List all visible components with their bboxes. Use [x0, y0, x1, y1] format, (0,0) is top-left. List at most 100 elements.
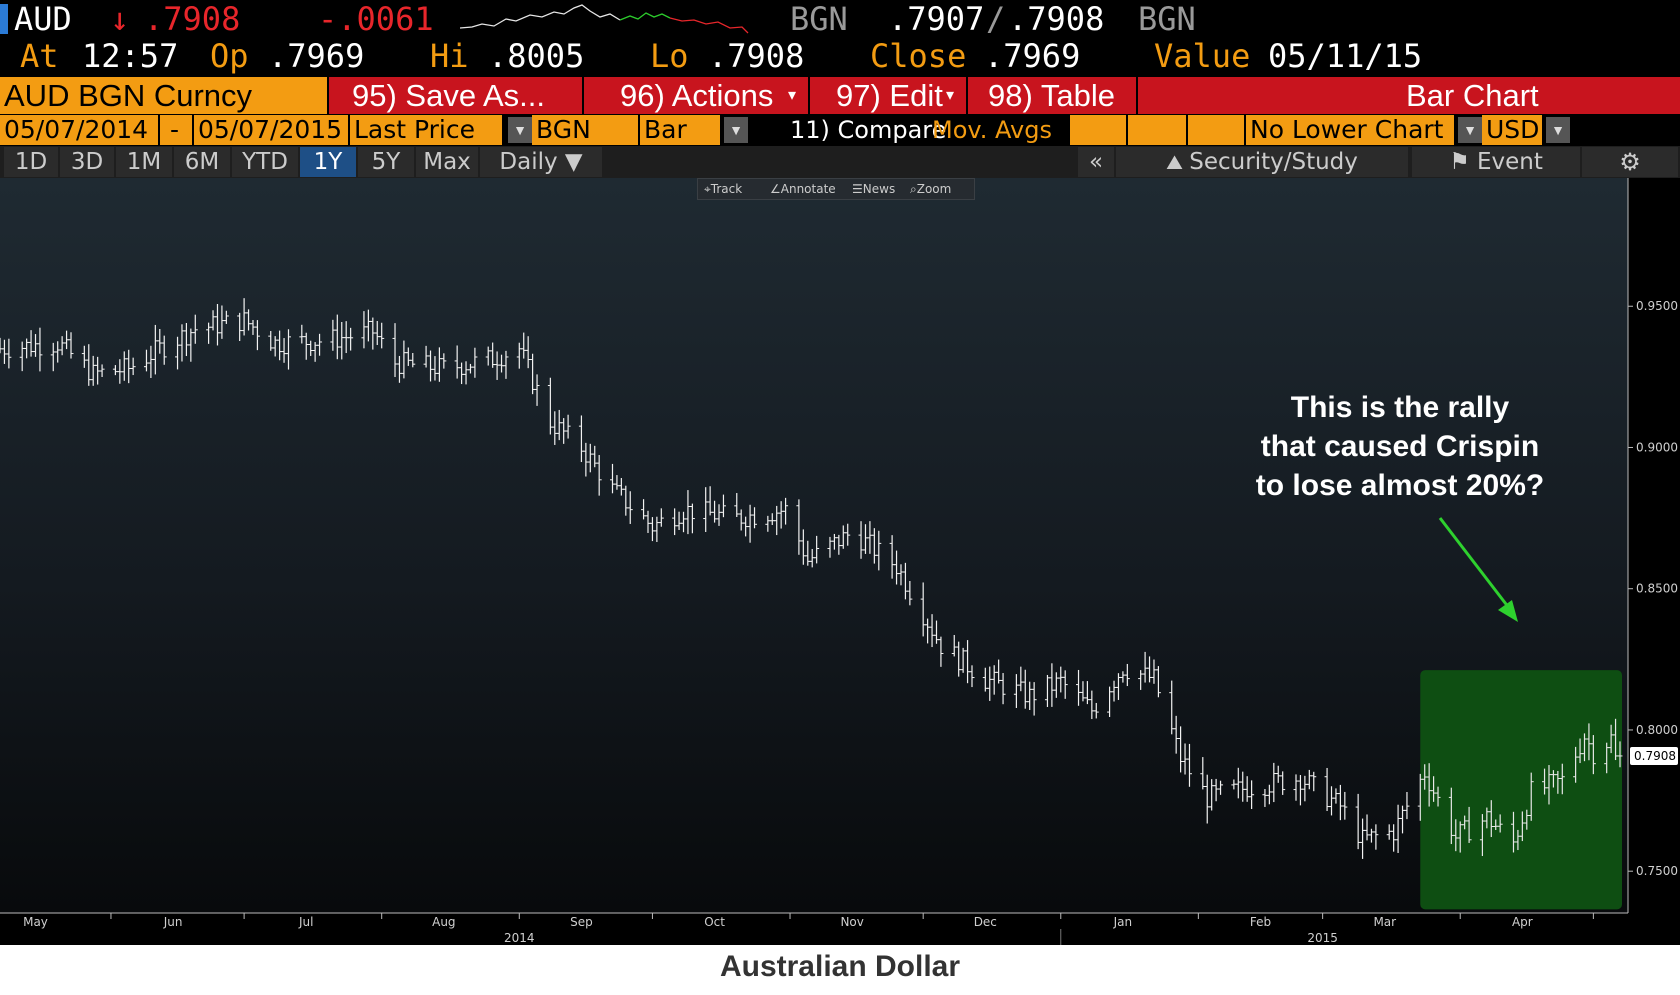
- end-date-field[interactable]: 05/07/2015: [194, 115, 348, 145]
- zoom-label: Zoom: [916, 182, 952, 196]
- bar-chart: 0.9500 0.9000 0.8500 0.8000 0.7500 0.7908 May J…: [0, 178, 1680, 945]
- frequency-dropdown[interactable]: Daily ▼: [480, 147, 602, 177]
- x-month-label: Jun: [163, 915, 183, 929]
- last-price-tag: [1630, 746, 1678, 765]
- field-bar: 05/07/2014 - 05/07/2015 Last Price ▼ BGN…: [0, 115, 1680, 145]
- event-button[interactable]: ⚑ Event: [1412, 147, 1580, 177]
- down-arrow-icon: ↓: [110, 0, 130, 38]
- track-label: Track: [710, 182, 743, 196]
- currency-dropdown-icon[interactable]: ▼: [1546, 117, 1570, 143]
- menu-bar: AUD BGN Curncy 95) Save As... 96) Action…: [0, 77, 1680, 114]
- security-name[interactable]: AUD BGN Curncy: [0, 77, 327, 114]
- actions-dropdown-icon[interactable]: ▾: [788, 87, 797, 104]
- x-year-label: 2015: [1307, 931, 1338, 945]
- tab-1d[interactable]: 1D: [4, 147, 58, 177]
- tab-1m[interactable]: 1M: [116, 147, 172, 177]
- annotate-label: Annotate: [780, 182, 836, 196]
- y-tick-label: 0.9000: [1636, 440, 1678, 454]
- high-label: Hi: [430, 37, 469, 75]
- edit-dropdown-icon[interactable]: ▾: [946, 87, 955, 104]
- start-date-field[interactable]: 05/07/2014: [0, 115, 158, 145]
- tab-ytd[interactable]: YTD: [232, 147, 298, 177]
- actions-button[interactable]: 96) Actions: [620, 78, 774, 113]
- zoom-tool[interactable]: ⌕ Zoom: [910, 179, 951, 199]
- event-label: Event: [1477, 149, 1543, 175]
- x-month-label: Apr: [1512, 915, 1533, 929]
- divider: [1136, 77, 1138, 114]
- news-tool[interactable]: ☰ News: [852, 179, 895, 199]
- edit-button[interactable]: 97) Edit: [836, 78, 943, 113]
- x-month-label: Feb: [1250, 915, 1271, 929]
- table-button[interactable]: 98) Table: [988, 78, 1115, 113]
- mov-avgs-button[interactable]: Mov. Avgs: [932, 116, 1052, 144]
- period-bar: 1D 3D 1M 6M YTD 1Y 5Y Max Daily ▼ « ⛰ Se…: [0, 146, 1680, 178]
- plot-area: [0, 178, 1628, 913]
- last-price-label: 0.7908: [1634, 749, 1676, 763]
- chart-toolbar: ⌖ Track ∠ Annotate ☰ News ⌕ Zoom: [697, 178, 975, 200]
- high-value: .8005: [488, 37, 585, 75]
- y-tick-label: 0.9500: [1636, 299, 1678, 313]
- x-month-label: Nov: [840, 915, 863, 929]
- security-study-button[interactable]: ⛰ Security/Study: [1116, 147, 1408, 177]
- collapse-button[interactable]: «: [1078, 147, 1114, 177]
- bid-price: .7907: [888, 0, 985, 38]
- blank-field[interactable]: [1128, 115, 1186, 145]
- chart-type-field[interactable]: Bar: [640, 115, 720, 145]
- save-as-button[interactable]: 95) Save As...: [352, 78, 545, 113]
- close-value: .7969: [984, 37, 1081, 75]
- chart-mode-title: Bar Chart: [1406, 78, 1539, 113]
- low-label: Lo: [650, 37, 689, 75]
- y-axis-panel: [1628, 178, 1680, 913]
- compare-button[interactable]: 11) Compare: [790, 116, 947, 144]
- x-year-label: 2014: [504, 931, 535, 945]
- open-label: Op: [210, 37, 249, 75]
- tab-3d[interactable]: 3D: [60, 147, 114, 177]
- sparkline: [460, 4, 749, 34]
- tab-max[interactable]: Max: [416, 147, 478, 177]
- value-date: 05/11/15: [1268, 37, 1423, 75]
- tab-6m[interactable]: 6M: [174, 147, 230, 177]
- annotation-arrow: [1438, 517, 1511, 609]
- currency-field[interactable]: USD: [1482, 115, 1542, 145]
- low-value: .7908: [708, 37, 805, 75]
- chart-type-dropdown-icon[interactable]: ▼: [724, 117, 748, 143]
- blank-field[interactable]: [1188, 115, 1244, 145]
- highlight-box: [1420, 670, 1622, 910]
- annotation-line: This is the rally: [1290, 391, 1510, 424]
- annotation-arrowhead: [1498, 600, 1518, 622]
- y-tick-label: 0.7500: [1636, 864, 1678, 878]
- x-month-label: Oct: [704, 915, 725, 929]
- annotate-tool[interactable]: ∠ Annotate: [770, 179, 836, 199]
- terminal-window: AUD ↓ .7908 -.0061 BGN .7907 / .7908 BGN…: [0, 0, 1680, 945]
- gear-icon[interactable]: ⚙: [1582, 147, 1678, 177]
- security-study-label: Security/Study: [1189, 149, 1358, 175]
- bid-source: BGN: [790, 0, 848, 38]
- tab-5y[interactable]: 5Y: [358, 147, 414, 177]
- tab-1y[interactable]: 1Y: [300, 147, 356, 177]
- price-field[interactable]: Last Price: [350, 115, 502, 145]
- lower-chart-dropdown-icon[interactable]: ▼: [1458, 117, 1482, 143]
- annotation: This is the rally that caused Crispin to…: [1200, 388, 1600, 505]
- last-price: .7908: [144, 0, 241, 38]
- date-dash: -: [160, 115, 192, 145]
- x-month-label: Sep: [570, 915, 593, 929]
- track-tool[interactable]: ⌖ Track: [704, 179, 742, 199]
- source-field[interactable]: BGN: [532, 115, 638, 145]
- x-month-label: Aug: [432, 915, 455, 929]
- x-month-label: Jan: [1113, 915, 1133, 929]
- divider: [966, 77, 968, 114]
- value-label: Value: [1154, 37, 1251, 75]
- ask-source: BGN: [1138, 0, 1196, 38]
- caption: Australian Dollar: [719, 950, 961, 983]
- at-label: At: [20, 37, 59, 75]
- x-month-label: May: [23, 915, 48, 929]
- source-dropdown-icon[interactable]: ▼: [508, 117, 532, 143]
- x-axis-panel: [0, 913, 1680, 945]
- x-month-label: Dec: [974, 915, 997, 929]
- blank-field[interactable]: [1070, 115, 1126, 145]
- lower-chart-field[interactable]: No Lower Chart: [1246, 115, 1454, 145]
- ask-price: .7908: [1008, 0, 1105, 38]
- at-value: 12:57: [82, 37, 179, 75]
- y-tick-label: 0.8000: [1636, 723, 1678, 737]
- x-month-label: Mar: [1373, 915, 1396, 929]
